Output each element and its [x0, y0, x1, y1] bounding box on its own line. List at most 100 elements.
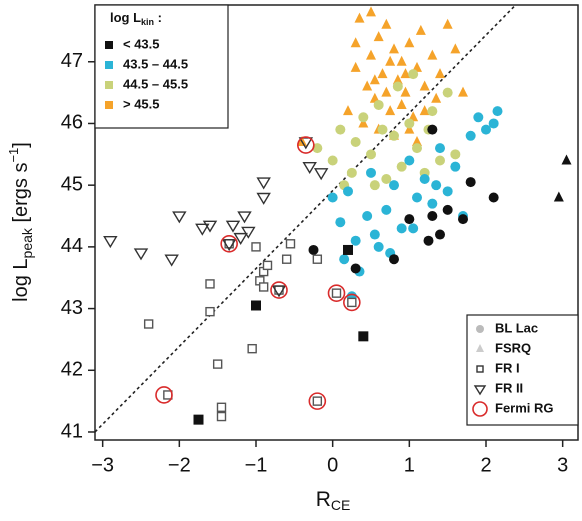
point	[389, 254, 399, 265]
x-tick-label: 0	[327, 454, 338, 476]
y-tick-label: 43	[61, 297, 83, 319]
point	[369, 229, 380, 240]
point	[241, 226, 256, 239]
point	[404, 123, 415, 134]
point	[415, 24, 426, 35]
point	[450, 161, 461, 172]
point	[335, 124, 346, 135]
point	[385, 105, 396, 116]
point	[251, 242, 261, 252]
y-tick-label: 45	[61, 173, 83, 195]
legend-label: > 45.5	[123, 96, 160, 111]
point	[216, 411, 227, 422]
point	[465, 177, 476, 188]
point	[392, 81, 403, 92]
point	[488, 192, 499, 203]
point	[221, 239, 237, 252]
point	[450, 149, 461, 160]
point	[427, 49, 438, 60]
point	[327, 155, 338, 166]
point	[312, 143, 323, 154]
point	[458, 86, 468, 97]
point	[381, 204, 392, 215]
point	[193, 414, 204, 425]
point	[251, 300, 261, 311]
point	[302, 161, 317, 175]
point	[435, 155, 445, 166]
point	[389, 180, 399, 191]
point	[427, 106, 438, 117]
point	[164, 254, 179, 267]
legend-title-part: :	[154, 10, 162, 25]
legend-title-part: kin	[141, 17, 154, 27]
point	[350, 61, 361, 72]
point	[404, 37, 415, 48]
x-axis-label: RCE	[316, 488, 351, 513]
point	[220, 234, 238, 253]
point	[327, 284, 346, 302]
point	[339, 254, 350, 265]
y-tick-label: 47	[61, 50, 83, 72]
y-tick-label: 44	[61, 235, 83, 257]
point	[346, 167, 357, 178]
legend-marker	[473, 385, 487, 396]
point	[143, 319, 154, 329]
point	[281, 254, 292, 264]
point	[202, 220, 218, 233]
point	[103, 236, 118, 249]
point	[412, 135, 422, 146]
x-tick-label: −2	[168, 454, 191, 476]
point	[561, 154, 572, 165]
point	[442, 87, 453, 98]
point	[442, 204, 453, 215]
point	[233, 232, 248, 245]
point	[412, 143, 422, 154]
point	[205, 306, 215, 317]
point	[400, 68, 411, 79]
point	[354, 12, 365, 23]
point	[488, 118, 499, 129]
point	[327, 192, 338, 203]
legend-label: FR II	[495, 380, 523, 395]
point	[373, 241, 384, 252]
legend-marker	[476, 365, 484, 373]
point	[404, 214, 415, 225]
point	[256, 177, 271, 190]
legend-swatch	[105, 101, 113, 109]
y-tick-label: 46	[61, 112, 83, 134]
point	[237, 211, 252, 224]
point	[366, 49, 376, 60]
point	[270, 281, 288, 299]
point	[247, 343, 257, 354]
legend-label: 43.5 – 44.5	[123, 56, 188, 71]
point	[335, 217, 346, 228]
point	[442, 186, 453, 197]
y-tick-label: 42	[61, 359, 83, 381]
point	[369, 180, 380, 191]
x-tick-label: 3	[557, 454, 568, 476]
point	[450, 43, 461, 54]
point	[308, 392, 327, 410]
x-tick-label: −3	[91, 454, 114, 476]
point	[350, 263, 361, 274]
point	[396, 55, 407, 66]
point	[343, 186, 353, 197]
point	[419, 174, 430, 184]
point	[297, 136, 315, 154]
point	[465, 130, 476, 141]
legend-swatch	[105, 81, 113, 89]
point	[350, 37, 361, 48]
point	[172, 211, 187, 224]
point	[373, 31, 384, 42]
point	[366, 167, 376, 178]
legend-swatch	[105, 61, 113, 69]
legend-title-part: log L	[110, 10, 141, 25]
point	[427, 198, 438, 209]
point	[400, 86, 411, 97]
point	[262, 260, 273, 271]
legend-label: BL Lac	[495, 320, 538, 335]
point	[435, 68, 445, 79]
point	[358, 331, 369, 342]
point	[366, 6, 376, 17]
